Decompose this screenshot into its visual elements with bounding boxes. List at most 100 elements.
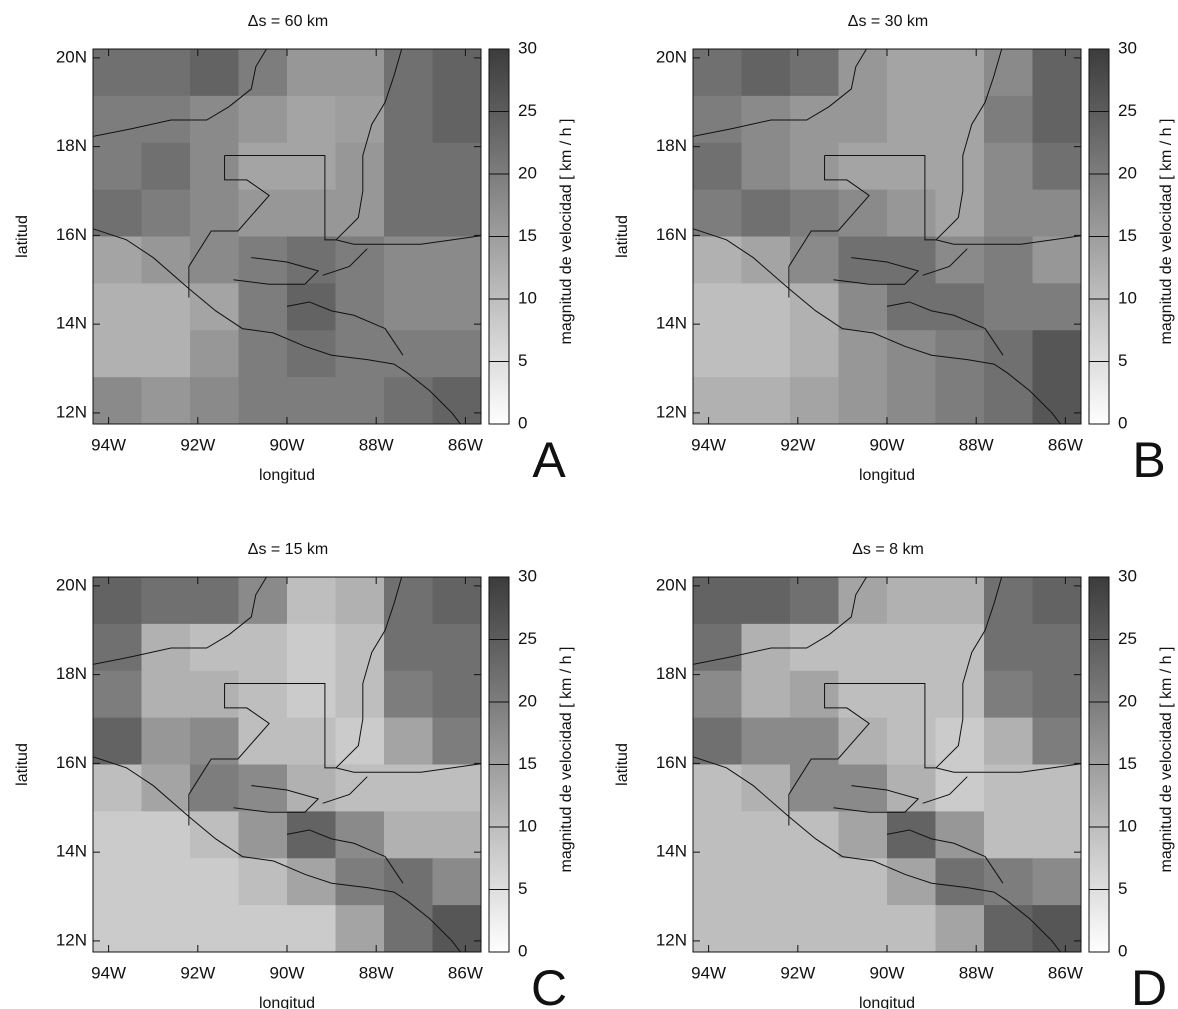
heat-cell	[287, 95, 336, 144]
x-axis-label: longitud	[259, 995, 315, 1009]
heat-cell	[887, 283, 936, 331]
y-tick-label: 14N	[656, 314, 687, 333]
coastline	[788, 683, 870, 826]
heat-cell	[238, 811, 288, 859]
heat-cell	[384, 330, 433, 378]
heat-cell	[838, 811, 888, 859]
heat-cell	[93, 189, 142, 237]
coastline	[224, 683, 337, 769]
heat-cell	[935, 236, 985, 284]
heat-cell	[838, 577, 888, 625]
heat-cell	[887, 623, 936, 672]
heat-cell	[1032, 577, 1082, 625]
heat-cell	[1032, 236, 1082, 284]
heat-cell	[384, 858, 433, 906]
heat-cell	[287, 236, 336, 284]
heat-cell	[1032, 377, 1082, 425]
y-tick-label: 16N	[56, 225, 87, 244]
heat-cell	[287, 764, 336, 812]
heat-cell	[190, 577, 239, 625]
coastline	[788, 155, 870, 298]
heat-cell	[1032, 764, 1082, 812]
heat-cell	[1032, 330, 1082, 378]
heat-cell	[190, 377, 239, 425]
heat-cell	[741, 49, 791, 97]
coastline	[824, 155, 937, 241]
coastline	[935, 577, 1081, 773]
heat-cell	[335, 142, 385, 191]
heat-cell	[238, 905, 288, 953]
heat-cell	[1032, 811, 1082, 859]
heat-cell	[384, 811, 433, 859]
heat-cell	[935, 623, 985, 672]
heat-cell	[335, 717, 385, 765]
colorbar-tick-label: 5	[518, 879, 527, 898]
heat-cell	[693, 142, 742, 191]
heat-cell	[384, 142, 433, 191]
coastline	[922, 248, 968, 276]
colorbar-tick-label: 0	[1118, 413, 1127, 432]
coastline	[886, 829, 1004, 884]
heat-cell	[887, 236, 936, 284]
heat-cell	[238, 623, 288, 672]
heat-cell	[984, 717, 1033, 765]
heat-cell	[741, 189, 791, 237]
heat-cell	[384, 670, 433, 719]
heat-cell	[141, 577, 191, 625]
heat-cell	[741, 905, 791, 953]
coastline	[693, 577, 868, 665]
heat-cell	[741, 142, 791, 191]
coastline	[93, 49, 268, 137]
heat-cell	[693, 623, 742, 672]
heat-cell	[190, 189, 239, 237]
heat-cell	[190, 764, 239, 812]
x-tick-label: 94W	[91, 435, 126, 454]
coastline	[93, 228, 461, 424]
panel-letter: A	[532, 432, 566, 488]
colorbar-tick-label: 15	[518, 226, 537, 245]
coastline	[693, 756, 1061, 952]
heat-cell	[935, 377, 985, 425]
heat-cell	[693, 670, 742, 719]
heat-cell	[984, 189, 1033, 237]
y-tick-label: 14N	[56, 314, 87, 333]
heat-cell	[741, 577, 791, 625]
heat-cell	[238, 189, 288, 237]
heat-cell	[287, 377, 336, 425]
heat-cell	[335, 858, 385, 906]
coastline	[286, 301, 404, 356]
heat-cell	[432, 49, 482, 97]
heat-cell	[238, 717, 288, 765]
heat-cell	[93, 142, 142, 191]
heat-cell	[1032, 670, 1082, 719]
colorbar-tick-label: 15	[1118, 226, 1137, 245]
y-tick-label: 20N	[56, 47, 87, 66]
heat-cell	[190, 811, 239, 859]
heat-cell	[838, 142, 888, 191]
heat-cell	[935, 764, 985, 812]
x-tick-label: 92W	[780, 435, 815, 454]
heat-cell	[838, 330, 888, 378]
y-axis-label: latitud	[614, 743, 631, 786]
heat-cell	[741, 717, 791, 765]
heat-cell	[741, 764, 791, 812]
heat-cell	[335, 95, 385, 144]
heat-cell	[190, 236, 239, 284]
heat-cell	[238, 670, 288, 719]
heat-cell	[935, 142, 985, 191]
y-tick-label: 18N	[656, 664, 687, 683]
x-tick-label: 86W	[1048, 963, 1083, 982]
heat-cell	[93, 95, 142, 144]
heat-cell	[838, 189, 888, 237]
x-tick-label: 86W	[448, 435, 483, 454]
colorbar-tick-label: 20	[1118, 691, 1137, 710]
coastline	[335, 577, 481, 773]
x-tick-label: 90W	[270, 963, 305, 982]
heat-cell	[432, 142, 482, 191]
colorbar-tick-label: 25	[518, 629, 537, 648]
heat-cell	[335, 283, 385, 331]
x-tick-label: 90W	[870, 963, 905, 982]
colorbar-tick-label: 20	[1118, 163, 1137, 182]
heat-cell	[741, 377, 791, 425]
heat-cell	[384, 95, 433, 144]
